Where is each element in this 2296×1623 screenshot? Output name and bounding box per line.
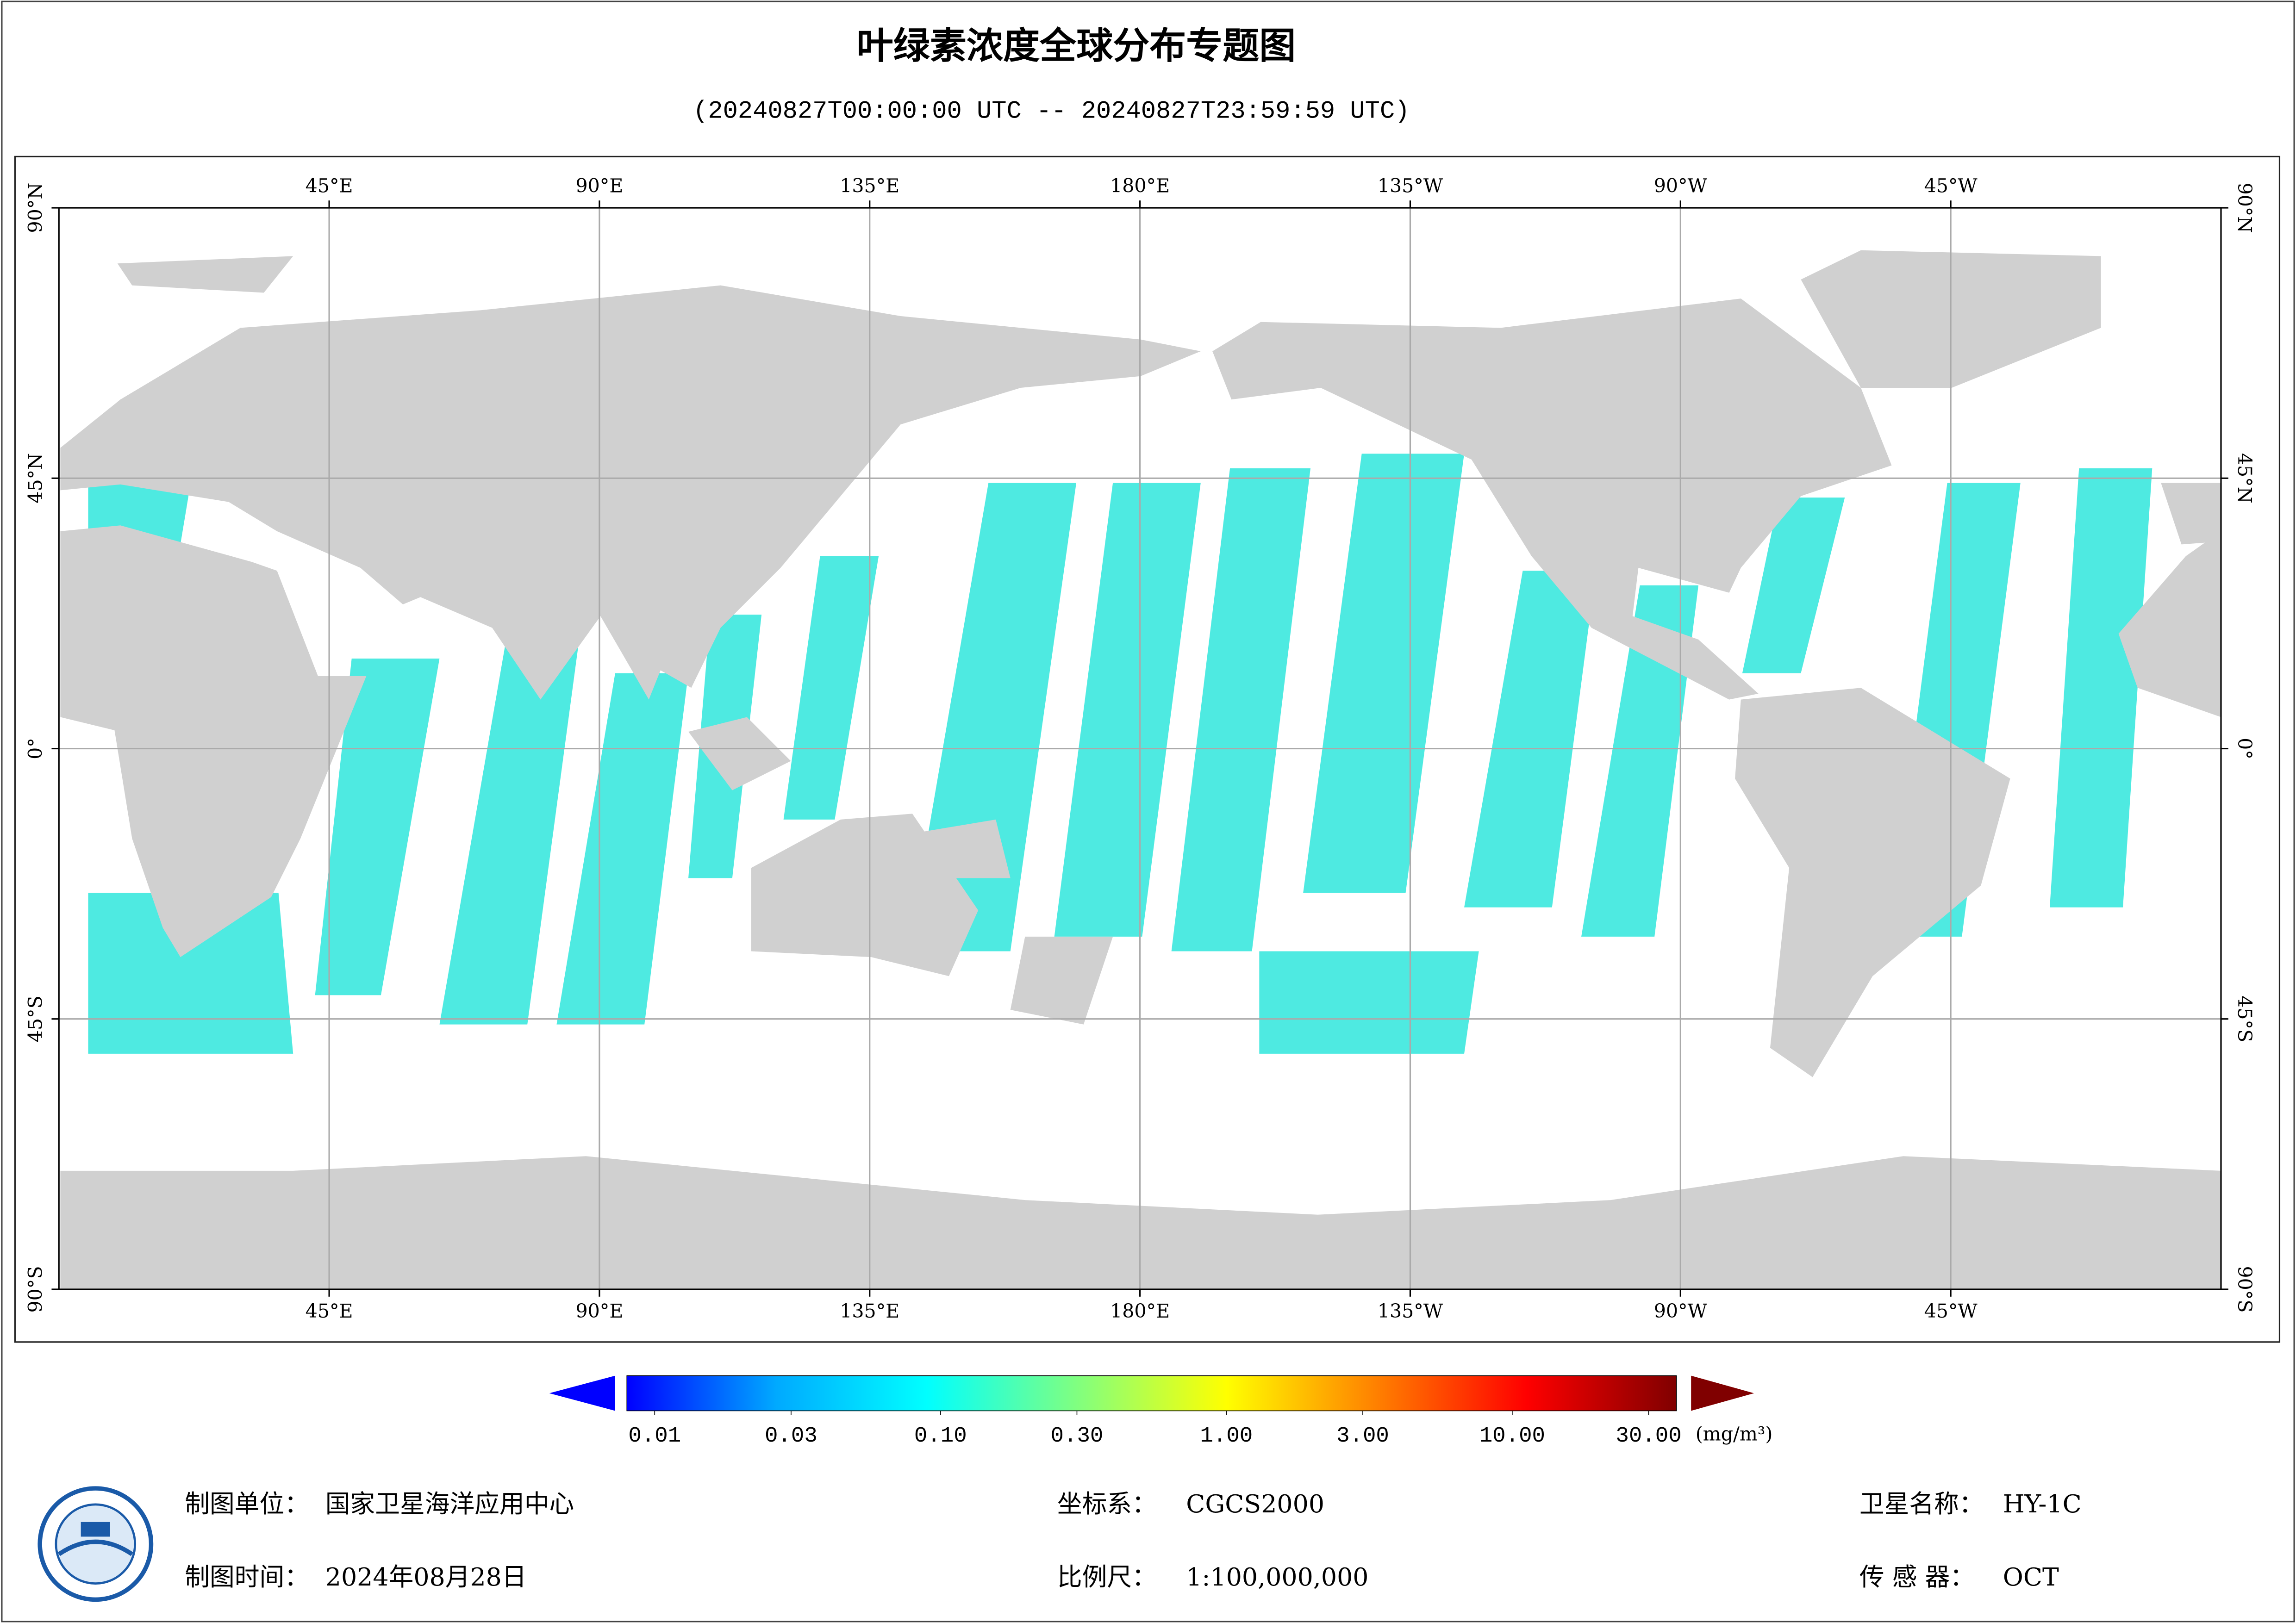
map-panel [14, 155, 2281, 1343]
lat-label: 45°N [2234, 453, 2256, 504]
colorbar-tick-label: 30.00 [1616, 1424, 1681, 1449]
satellite: HY-1C [2003, 1489, 2082, 1518]
colorbar-tick-label: 1.00 [1200, 1424, 1253, 1449]
lat-label: 90°S [2234, 1266, 2256, 1312]
colorbar-ramp [626, 1375, 1677, 1412]
logo [37, 1486, 154, 1602]
colorbar-tick-label: 0.01 [628, 1424, 681, 1449]
crs: CGCS2000 [1186, 1489, 1324, 1518]
lat-label: 0° [24, 738, 46, 759]
date: 2024年08月28日 [325, 1562, 527, 1592]
lon-label: 90°W [1654, 174, 1708, 197]
org-label: 制图单位： [185, 1489, 309, 1518]
scale: 1:100,000,000 [1186, 1562, 1368, 1592]
scale-label: 比例尺： [1057, 1562, 1157, 1592]
subtitle: (20240827T00:00:00 UTC -- 20240827T23:59… [693, 98, 1410, 126]
lat-label: 45°S [2234, 995, 2256, 1042]
sensor-label: 传 感 器： [1859, 1562, 1975, 1592]
lon-label: 135°W [1378, 1300, 1443, 1322]
colorbar: 0.01 0.03 0.10 0.30 1.00 3.00 10.00 30.00 (mg/m³… [549, 1375, 1773, 1449]
lon-label: 180°E [1110, 1300, 1170, 1322]
colorbar-unit: (mg/m³) [1696, 1423, 1773, 1445]
lat-label: 45°S [24, 995, 46, 1042]
lat-label: 90°N [24, 183, 46, 233]
colorbar-tick-label: 0.30 [1051, 1424, 1104, 1449]
lon-label: 135°W [1378, 174, 1443, 197]
lon-label: 45°E [306, 1300, 353, 1322]
crs-label: 坐标系： [1057, 1489, 1157, 1518]
lat-label: 45°N [24, 453, 46, 504]
lon-label: 45°E [306, 174, 353, 197]
map [59, 208, 2221, 1289]
lon-label: 90°E [575, 174, 623, 197]
lon-label: 135°E [840, 174, 899, 197]
lon-label: 45°W [1924, 1300, 1978, 1322]
lon-label: 45°W [1924, 174, 1978, 197]
colorbar-over [1691, 1375, 1754, 1411]
lon-label: 90°W [1654, 1300, 1708, 1322]
colorbar-tick-label: 3.00 [1336, 1424, 1389, 1449]
lat-label: 0° [2234, 738, 2256, 759]
org: 国家卫星海洋应用中心 [325, 1489, 574, 1518]
date-label: 制图时间： [185, 1562, 309, 1592]
lon-label: 180°E [1110, 174, 1170, 197]
colorbar-tick-label: 10.00 [1479, 1424, 1545, 1449]
title: 叶绿素浓度全球分布专题图 [857, 25, 1296, 67]
colorbar-under [549, 1375, 615, 1411]
satellite-label: 卫星名称： [1859, 1489, 1984, 1518]
lat-label: 90°N [2234, 183, 2256, 233]
lon-label: 90°E [575, 1300, 623, 1322]
sensor: OCT [2003, 1562, 2059, 1592]
lat-label: 90°S [24, 1266, 46, 1312]
graticule [59, 208, 2221, 1289]
colorbar-tick-label: 0.10 [914, 1424, 967, 1449]
colorbar-tick-label: 0.03 [765, 1424, 817, 1449]
lon-label: 135°E [840, 1300, 899, 1322]
